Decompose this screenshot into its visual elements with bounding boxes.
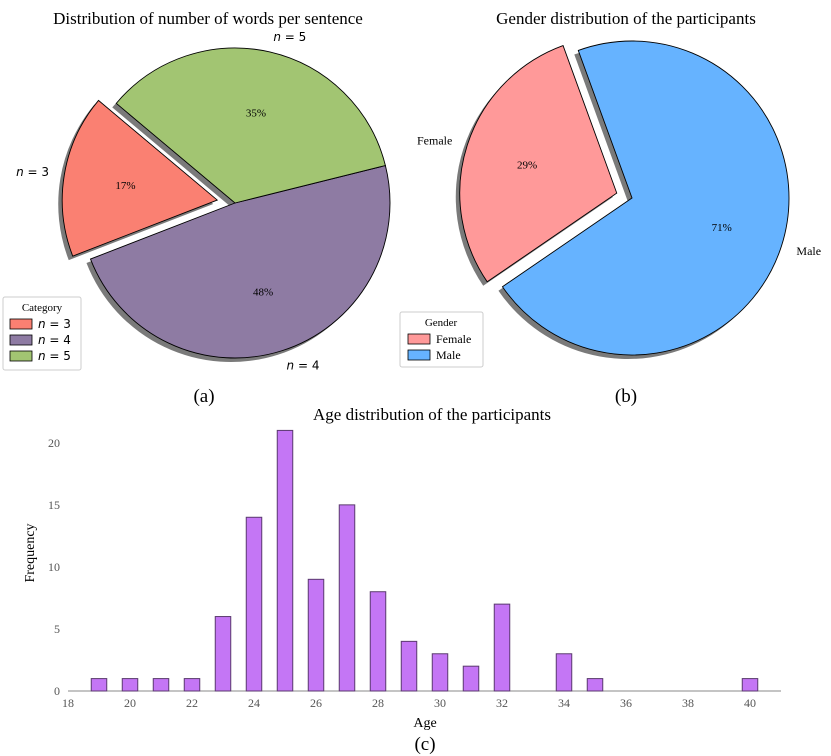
slice-percent-label: 17% <box>115 180 135 192</box>
legend-swatch <box>9 334 33 346</box>
bar <box>741 678 759 692</box>
bar <box>183 678 201 692</box>
slice-percent-label: 48% <box>253 287 273 299</box>
y-tick-label: 0 <box>54 684 60 698</box>
x-tick-label: 24 <box>248 696 260 710</box>
caption-a: (a) <box>193 386 214 407</box>
legend-swatch <box>407 349 431 361</box>
bar <box>307 578 325 692</box>
slice-percent-label: 71% <box>712 222 732 234</box>
x-tick-label: 32 <box>496 696 508 710</box>
bar <box>245 516 263 692</box>
bar <box>493 603 511 692</box>
legend-entry: Female <box>436 332 471 346</box>
pie-b-title: Gender distribution of the participants <box>496 9 756 28</box>
bar <box>90 678 108 692</box>
bar <box>369 591 387 692</box>
legend-entry: n = 5 <box>38 349 71 363</box>
pie-labels: 29% Female 71% Male <box>417 133 821 257</box>
y-tick-label: 10 <box>48 560 60 574</box>
bar <box>338 504 356 692</box>
caption-b: (b) <box>615 386 637 407</box>
pie-slices <box>61 47 391 359</box>
x-tick-label: 38 <box>682 696 694 710</box>
x-tick-label: 20 <box>124 696 136 710</box>
pie-slices <box>459 40 790 356</box>
pie-slice <box>115 47 386 204</box>
pie-a-legend: Category n = 3 n = 4 n = 5 <box>2 296 82 371</box>
bar <box>152 678 170 692</box>
x-tick-label: 26 <box>310 696 322 710</box>
y-tick-label: 20 <box>48 436 60 450</box>
pie-chart-gender: Gender distribution of the participants … <box>399 9 821 368</box>
x-tick-label: 18 <box>62 696 74 710</box>
y-tick-label: 15 <box>48 498 60 512</box>
legend-swatch <box>9 318 33 330</box>
x-axis-label: Age <box>413 716 436 731</box>
x-tick-label: 36 <box>620 696 632 710</box>
slice-category-label: n = 3 <box>16 165 49 179</box>
x-tick-label: 28 <box>372 696 384 710</box>
slice-percent-label: 29% <box>517 159 537 171</box>
x-tick-label: 22 <box>186 696 198 710</box>
x-tick-label: 34 <box>558 696 570 710</box>
bar <box>431 653 449 692</box>
bar <box>462 665 480 692</box>
slice-category-label: n = 5 <box>273 30 306 44</box>
bar <box>586 678 604 692</box>
bar-title: Age distribution of the participants <box>313 405 551 424</box>
slice-category-label: Female <box>417 133 452 147</box>
pie-a-title: Distribution of number of words per sent… <box>53 9 363 28</box>
legend-swatch <box>407 333 431 345</box>
caption-c: (c) <box>414 734 435 755</box>
bar <box>214 616 232 692</box>
pie-labels: 17% n = 3 48% n = 4 35% n = 5 <box>16 30 319 373</box>
y-axis-label: Frequency <box>23 523 38 582</box>
pie-b-legend: Gender Female Male <box>399 311 484 368</box>
legend-title: Category <box>22 302 63 314</box>
pie-slice <box>61 99 219 257</box>
legend-swatch <box>9 350 33 362</box>
bar-chart-age: Age distribution of the participants Age… <box>23 405 781 731</box>
bar <box>400 640 418 692</box>
legend-entry: n = 3 <box>38 317 71 331</box>
pie-chart-words: Distribution of number of words per sent… <box>2 9 391 373</box>
legend-title: Gender <box>425 317 458 329</box>
bar <box>121 678 139 692</box>
pie-slice <box>89 164 391 359</box>
legend-entry: n = 4 <box>38 333 71 347</box>
legend-entry: Male <box>436 348 461 362</box>
slice-category-label: Male <box>796 244 821 258</box>
bar <box>276 429 294 692</box>
x-tick-label: 30 <box>434 696 446 710</box>
pie-slice <box>459 44 618 283</box>
slice-percent-label: 35% <box>246 107 266 119</box>
slice-category-label: n = 4 <box>287 359 320 373</box>
y-tick-label: 5 <box>54 622 60 636</box>
x-tick-label: 40 <box>744 696 756 710</box>
pie-slice <box>501 40 790 356</box>
bar <box>555 653 573 692</box>
